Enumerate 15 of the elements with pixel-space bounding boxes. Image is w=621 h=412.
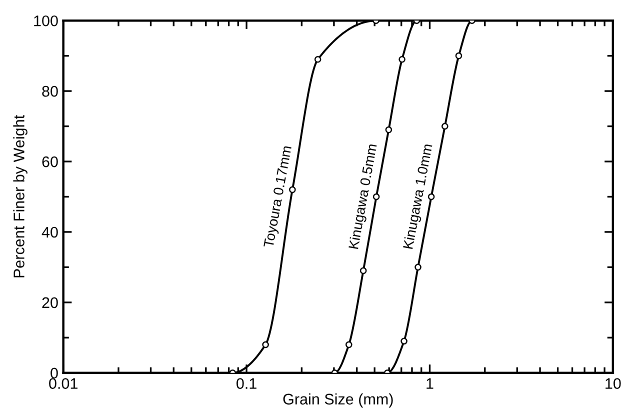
text: Kinugawa 1.0mm [402,144,436,250]
x-tick-label: 10 [606,378,621,389]
x-tick-label: 0.1 [236,378,256,389]
text: Toyoura 0.17mm [263,146,294,248]
y-tick-label: 20 [42,297,58,308]
y-axis-title: Percent Finer by Weight [13,115,28,278]
y-tick-label: 40 [42,226,58,238]
y-tick-label: 0 [50,368,58,379]
y-tick-label: 80 [42,86,58,97]
x-tick-label: 1 [426,378,434,389]
y-tick-label: 100 [34,15,58,26]
x-tick-label: 0.01 [49,378,78,389]
y-tick-label: 60 [42,156,58,168]
text: Kinugawa 0.5mm [348,144,380,250]
x-axis-title: Grain Size (mm) [283,393,393,408]
